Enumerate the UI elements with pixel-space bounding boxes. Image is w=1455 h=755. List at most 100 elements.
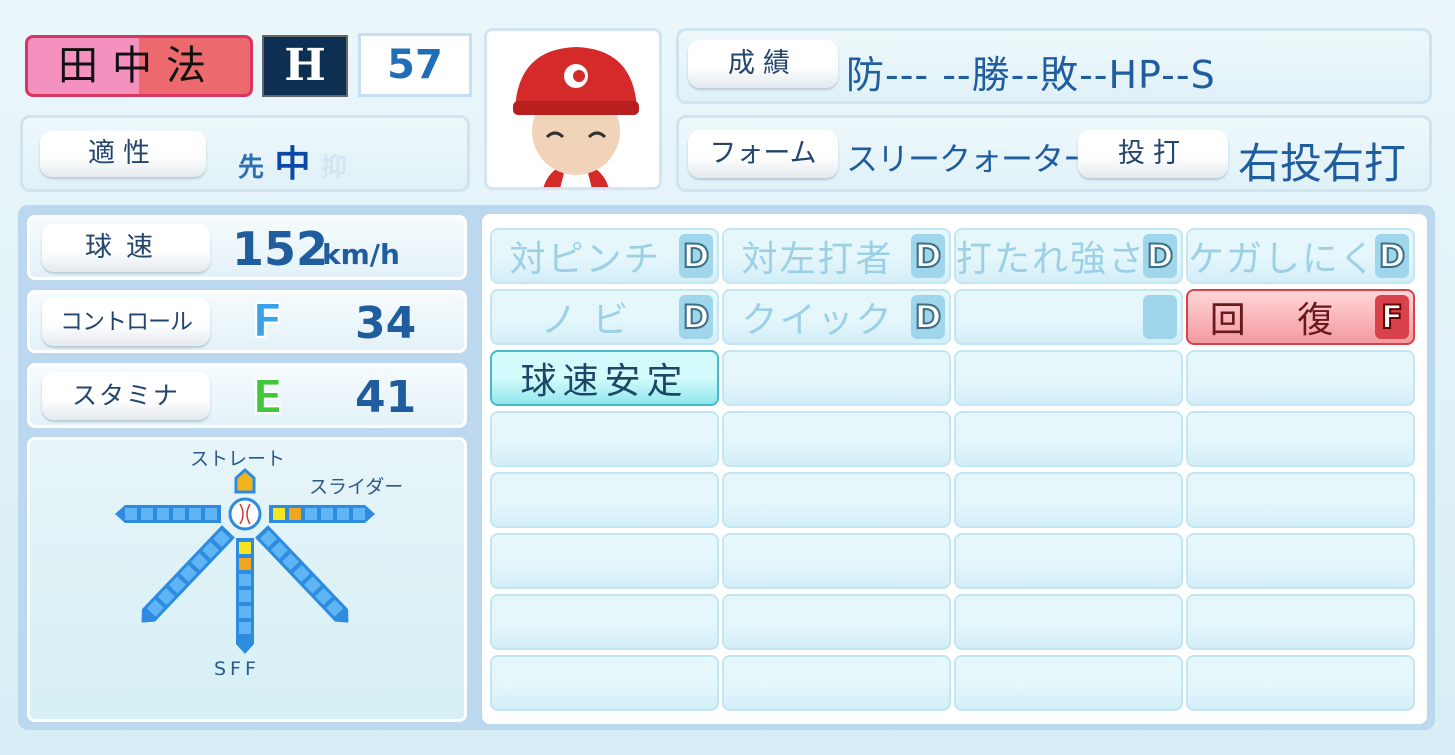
ability-cell[interactable]: [1186, 411, 1415, 467]
record-label: 成績: [688, 40, 838, 88]
ability-grade: D: [911, 295, 945, 339]
ability-grade: D: [911, 234, 945, 278]
ability-cell[interactable]: [490, 594, 719, 650]
ability-name: クイック: [741, 300, 894, 341]
handedness-value: 右投右打: [1238, 139, 1407, 188]
slider-level-cell: [337, 508, 349, 520]
down-right-level-cell: [282, 553, 299, 571]
ability-cell[interactable]: [722, 594, 951, 650]
ability-cell[interactable]: [722, 350, 951, 406]
ability-cell[interactable]: クイック D: [722, 289, 951, 345]
ability-cell[interactable]: [1186, 472, 1415, 528]
ability-grade: [1143, 295, 1177, 339]
left-level-cell: [125, 508, 137, 520]
ability-name: 回 復: [1209, 300, 1354, 341]
ability-cell[interactable]: [1186, 655, 1415, 711]
uniform-number: 57: [358, 33, 472, 97]
ability-cell[interactable]: [490, 472, 719, 528]
ability-grade: D: [1375, 234, 1409, 278]
ability-grade: D: [679, 234, 713, 278]
down-right-level-cell: [293, 564, 311, 582]
ability-cell[interactable]: 球速安定: [490, 350, 719, 406]
left-level-cell: [157, 508, 169, 520]
position-starter: 先: [238, 153, 265, 183]
down-left-level-cell: [146, 599, 164, 617]
position-closer: 抑: [320, 153, 347, 183]
ability-cell[interactable]: [490, 655, 719, 711]
ability-cell[interactable]: [954, 533, 1183, 589]
ability-cell[interactable]: [722, 411, 951, 467]
down-right-level-cell: [315, 588, 333, 606]
ability-cell[interactable]: [1186, 350, 1415, 406]
straight-marker: [234, 467, 256, 494]
stamina-label: スタミナ: [42, 372, 210, 420]
player-avatar-icon: [513, 47, 639, 187]
slider-level-cell: [353, 508, 365, 520]
velocity-unit: km/h: [322, 238, 400, 271]
ability-cell[interactable]: 対ピンチ D: [490, 228, 719, 284]
ability-cell[interactable]: [954, 472, 1183, 528]
control-grade: F: [251, 293, 284, 349]
ability-name: 打たれ強さ: [956, 239, 1143, 280]
ability-cell[interactable]: 打たれ強さ D: [954, 228, 1183, 284]
form-label: フォーム: [688, 130, 838, 178]
control-label: コントロール: [42, 298, 210, 346]
pitch-label-straight: ストレート: [190, 448, 286, 470]
stamina-value: 41: [355, 372, 417, 423]
control-value: 34: [355, 298, 417, 349]
ability-name: ケガしにくさ: [1188, 239, 1375, 280]
sff-level-cell: [239, 622, 251, 634]
ability-cell[interactable]: [722, 655, 951, 711]
aptitude-label: 適性: [40, 131, 206, 177]
ability-cell[interactable]: [1186, 533, 1415, 589]
down-left-arm: [141, 525, 235, 623]
down-right-level-cell: [270, 541, 288, 559]
aptitude-positions: 先 中 抑: [238, 135, 347, 187]
ability-cell[interactable]: [1186, 594, 1415, 650]
team-logo: H: [262, 35, 348, 97]
slider-arm: [269, 505, 375, 523]
left-level-cell: [189, 508, 201, 520]
down-left-level-cell: [213, 530, 231, 548]
down-right-level-cell: [259, 530, 277, 548]
sff-level-cell: [239, 558, 251, 570]
down-left-level-cell: [202, 541, 220, 559]
left-level-cell: [173, 508, 185, 520]
down-left-level-cell: [179, 564, 197, 582]
ability-cell[interactable]: [722, 472, 951, 528]
ability-name: 対左打者: [741, 239, 894, 280]
ability-cell[interactable]: 対左打者 D: [722, 228, 951, 284]
ability-cell[interactable]: [490, 533, 719, 589]
ability-name: 対ピンチ: [509, 239, 662, 280]
sff-level-cell: [239, 574, 251, 586]
left-level-cell: [205, 508, 217, 520]
ability-cell[interactable]: ケガしにくさD: [1186, 228, 1415, 284]
sff-level-cell: [239, 590, 251, 602]
ability-cell[interactable]: [954, 289, 1183, 345]
velocity-label: 球速: [42, 224, 210, 272]
ability-cell[interactable]: [954, 594, 1183, 650]
slider-level-cell: [321, 508, 333, 520]
ability-cell[interactable]: [722, 533, 951, 589]
slider-level-cell: [273, 508, 285, 520]
player-name: 田中法: [58, 43, 220, 89]
sff-level-cell: [239, 542, 251, 554]
player-portrait: [484, 28, 662, 190]
ability-cell[interactable]: [954, 411, 1183, 467]
ability-cell[interactable]: [954, 350, 1183, 406]
sff-arm: [236, 538, 254, 654]
ability-cell[interactable]: [954, 655, 1183, 711]
ability-grade: F: [1375, 295, 1409, 339]
position-middle: 中: [274, 144, 311, 185]
down-left-level-cell: [168, 576, 186, 594]
velocity-value: 152: [232, 222, 329, 276]
down-left-level-cell: [157, 588, 175, 606]
down-right-level-cell: [326, 599, 344, 617]
ability-cell[interactable]: [490, 411, 719, 467]
slider-level-cell: [289, 508, 301, 520]
ability-grade: D: [679, 295, 713, 339]
down-left-level-cell: [191, 553, 208, 571]
stamina-grade: E: [251, 369, 284, 425]
